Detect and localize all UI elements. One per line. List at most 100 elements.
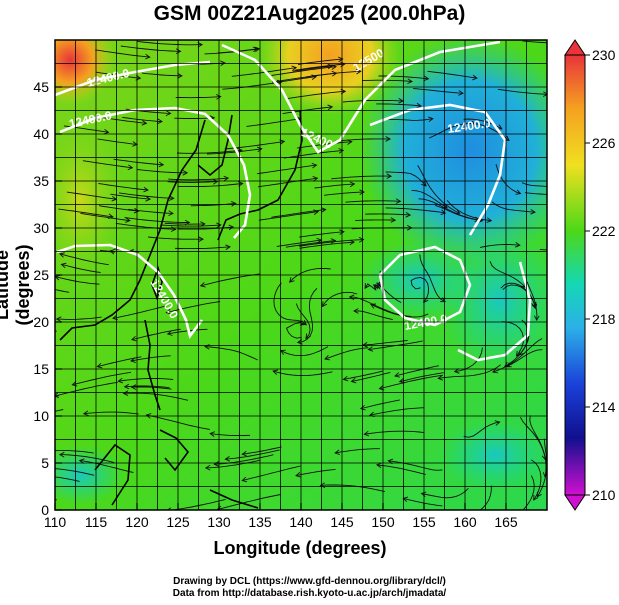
streamline-arrow [515, 242, 521, 248]
warm-region-north [260, 40, 400, 115]
streamline [242, 446, 282, 455]
streamline-arrow [533, 494, 539, 501]
streamline-arrow [78, 458, 85, 464]
contour-label: 12400.0 [446, 116, 491, 136]
streamline [128, 208, 174, 214]
streamline-arrow [375, 462, 382, 469]
streamline [295, 63, 345, 71]
credits-line-1: Drawing by DCL (https://www.gfd-dennou.o… [173, 576, 446, 587]
streamline [204, 346, 258, 361]
streamline [385, 207, 446, 214]
streamline-arrow [363, 430, 370, 437]
streamline-arrow [394, 372, 400, 378]
contour-center-loop [378, 245, 472, 327]
streamline-arrow [279, 139, 286, 145]
streamline-arrow [125, 217, 131, 223]
streamline-arrow [109, 248, 115, 255]
streamline [176, 149, 242, 154]
streamline [427, 70, 478, 79]
streamline [438, 364, 501, 379]
streamline-arrow [492, 368, 498, 374]
streamline [285, 90, 346, 100]
streamline-arrow [143, 186, 149, 193]
streamline [273, 282, 307, 326]
streamline [72, 371, 132, 386]
streamline-arrow [534, 315, 540, 322]
x-tick-label: 110 [44, 514, 67, 530]
streamline-arrow [166, 330, 173, 336]
streamline [95, 49, 150, 58]
streamline [417, 165, 460, 214]
streamline [403, 497, 443, 507]
streamline-arrow [240, 35, 245, 40]
streamline-arrow [170, 226, 177, 232]
streamline-arrow [311, 162, 318, 169]
streamline [110, 193, 151, 200]
streamline-arrow [390, 217, 397, 223]
streamline-arrow [386, 173, 393, 179]
streamline [222, 81, 282, 90]
streamline-arrow [437, 375, 444, 381]
streamline [370, 303, 429, 318]
streamline-arrow [117, 377, 124, 384]
gridlines [55, 40, 547, 510]
streamline [501, 321, 524, 357]
coastline-newguinea [209, 489, 259, 509]
streamline-arrow [216, 222, 222, 229]
streamline [298, 239, 364, 247]
streamline [242, 465, 301, 481]
streamline [137, 169, 188, 174]
streamline-arrow [295, 472, 301, 478]
streamline [495, 164, 521, 195]
streamline [80, 212, 130, 222]
x-tick-label: 160 [453, 514, 477, 530]
streamline [379, 374, 444, 390]
streamline [360, 399, 400, 410]
map-title: GSM 00Z21Aug2025 (200.0hPa) [153, 2, 466, 25]
streamline-arrow [224, 456, 231, 462]
streamline-arrow [145, 196, 152, 202]
streamline-arrow [530, 209, 536, 215]
streamline-arrow [327, 104, 334, 111]
streamline-arrow [289, 277, 295, 283]
streamline-arrow [228, 224, 235, 231]
streamline-arrow [165, 110, 172, 117]
coastline-mindanao [159, 429, 190, 472]
streamline-arrow [127, 164, 134, 171]
streamline [410, 277, 430, 303]
streamline-arrow [330, 238, 337, 244]
streamline [257, 164, 317, 175]
streamline [282, 106, 333, 115]
coastline-korea [197, 114, 233, 177]
streamline-arrow [209, 431, 215, 437]
streamline-arrow [358, 236, 365, 243]
streamline [531, 459, 542, 501]
streamline [258, 211, 319, 221]
streamline [502, 284, 536, 307]
x-axis-title: Longitude (degrees) [213, 538, 387, 558]
streamline [297, 141, 352, 149]
x-tick-label: 145 [330, 514, 354, 530]
streamline [331, 175, 392, 180]
streamline-arrow [58, 451, 65, 458]
streamline-arrow [58, 252, 65, 258]
streamline [385, 171, 427, 187]
streamline-arrow [353, 308, 359, 314]
streamline [124, 385, 170, 389]
streamline [524, 192, 547, 195]
streamline-arrow [133, 207, 140, 214]
streamline [463, 421, 500, 438]
streamline [376, 464, 427, 475]
streamline-arrow [141, 120, 148, 126]
streamline-arrow [15, 418, 20, 423]
streamline [280, 346, 329, 357]
streamline [96, 116, 147, 124]
streamline [428, 123, 477, 139]
streamline [137, 40, 203, 46]
streamline [141, 72, 182, 77]
y-tick-label: 45 [33, 79, 49, 95]
streamline [342, 99, 404, 103]
streamline-arrow [531, 301, 537, 308]
streamline-arrow [15, 473, 20, 478]
streamline-arrow [531, 303, 538, 310]
